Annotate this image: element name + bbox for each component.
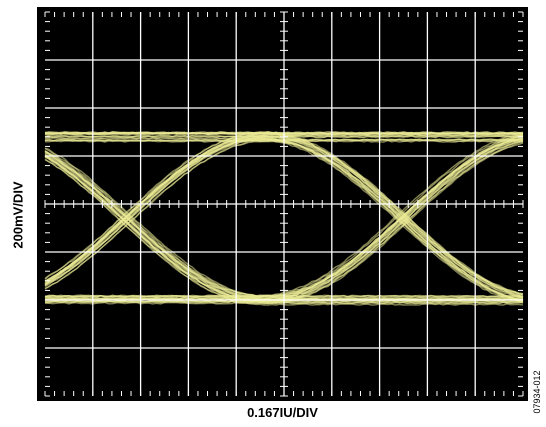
x-axis-label: 0.167IU/DIV xyxy=(247,405,318,420)
scope-ticks xyxy=(44,11,524,397)
y-axis-label: 200mV/DIV xyxy=(8,181,28,248)
figure-id-text: 07934-012 xyxy=(532,370,542,414)
figure-id: 07934-012 xyxy=(530,370,544,413)
y-axis-label-text: 200mV/DIV xyxy=(10,181,26,249)
